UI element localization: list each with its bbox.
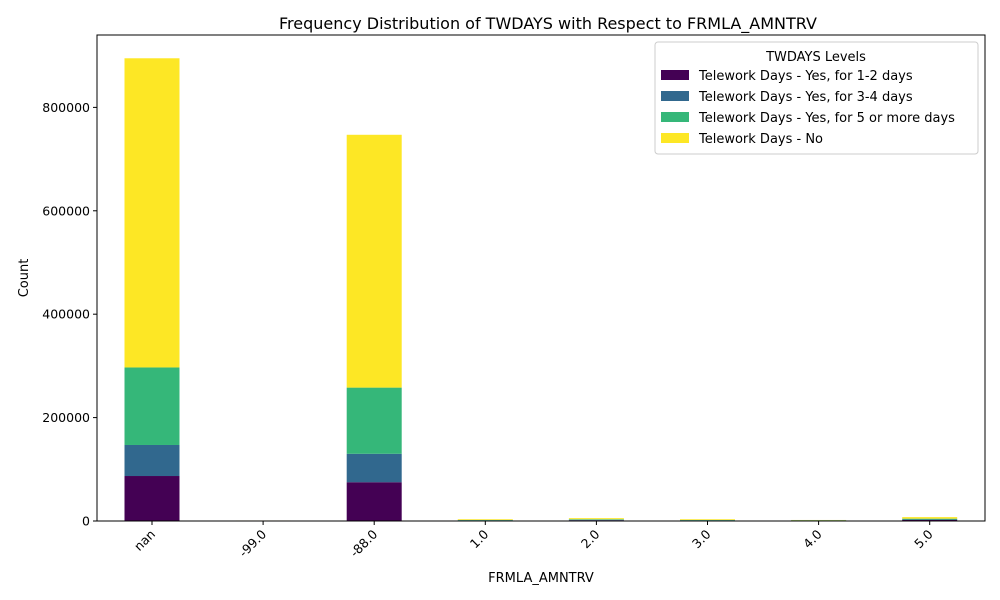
legend-swatch <box>661 91 689 101</box>
bar-nan-series-2 <box>124 367 180 445</box>
bars-layer <box>124 58 958 521</box>
bar--88.0-series-0 <box>346 482 402 521</box>
y-tick-label: 400000 <box>42 307 90 322</box>
legend-swatch <box>661 112 689 122</box>
y-tick-label: 600000 <box>42 203 90 218</box>
bar-5.0-series-3 <box>902 517 958 519</box>
legend-items: Telework Days - Yes, for 1-2 days Telewor… <box>661 69 955 147</box>
bar-nan-series-3 <box>124 58 180 368</box>
plot-frame <box>96 34 986 522</box>
y-tick-label: 200000 <box>42 410 90 425</box>
y-axis-label: Count <box>17 259 32 298</box>
bar-5.0-series-0 <box>902 519 958 521</box>
x-axis-label: FRMLA_AMNTRV <box>488 571 594 586</box>
y-tick-label: 800000 <box>42 100 90 115</box>
bar-nan-series-0 <box>124 476 180 521</box>
bar-5.0-series-1 <box>902 519 958 520</box>
bar-nan-series-1 <box>124 445 180 477</box>
legend-box <box>654 41 979 155</box>
legend-label: Telework Days - Yes, for 3-4 days <box>698 90 913 105</box>
bar--88.0-series-2 <box>346 387 402 454</box>
bar-1.0-series-3 <box>457 519 513 520</box>
legend-swatch <box>661 133 689 143</box>
y-tick-label: 0 <box>82 514 90 529</box>
legend-label: Telework Days - No <box>698 132 823 147</box>
legend-title: TWDAYS Levels <box>765 50 866 65</box>
legend: TWDAYS Levels Telework Days - Yes, for 1… <box>654 41 979 155</box>
legend-label: Telework Days - Yes, for 5 or more days <box>698 111 955 126</box>
bar--88.0-series-1 <box>346 453 402 483</box>
legend-label: Telework Days - Yes, for 1-2 days <box>698 69 913 84</box>
y-axis: 0 200000 400000 600000 800000 <box>42 100 97 529</box>
bar-2.0-series-2 <box>568 519 624 520</box>
legend-swatch <box>661 70 689 80</box>
bar-5.0-series-2 <box>902 518 958 520</box>
bar-2.0-series-3 <box>568 518 624 520</box>
chart-title: Frequency Distribution of TWDAYS with Re… <box>279 14 817 34</box>
bar--88.0-series-3 <box>346 134 402 388</box>
bar-3.0-series-3 <box>680 519 735 520</box>
